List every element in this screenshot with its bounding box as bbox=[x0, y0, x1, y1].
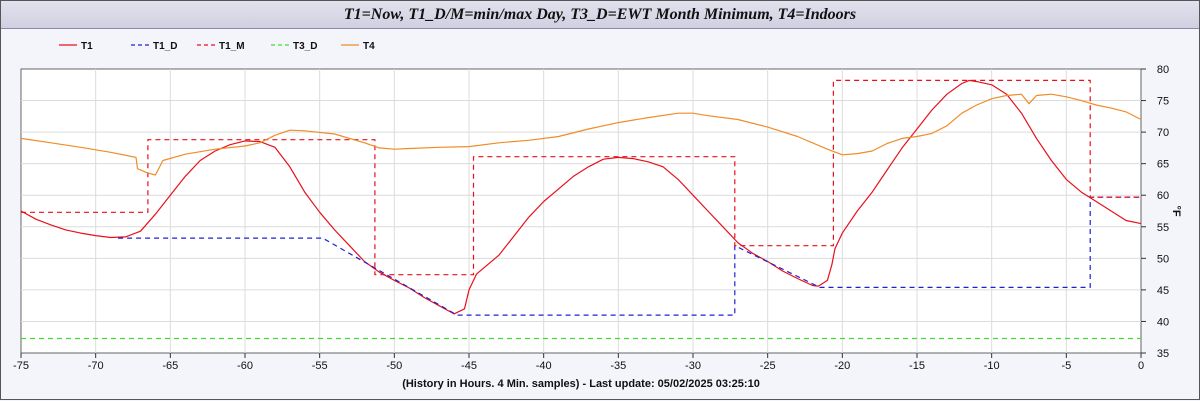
x-tick-label: -10 bbox=[984, 360, 1000, 372]
legend: T1 T1_D T1_M T3_D T4 bbox=[59, 41, 375, 52]
x-tick-label: -50 bbox=[386, 360, 402, 372]
x-tick-label: -20 bbox=[834, 360, 850, 372]
x-tick-label: -75 bbox=[13, 360, 29, 372]
y-tick-label: 80 bbox=[1157, 64, 1169, 76]
x-tick-label: -40 bbox=[536, 360, 552, 372]
y-tick-label: 40 bbox=[1157, 316, 1169, 328]
x-tick-label: -60 bbox=[237, 360, 253, 372]
plot-area bbox=[20, 68, 1142, 354]
series-line-t4 bbox=[20, 93, 1142, 176]
legend-label: T4 bbox=[363, 41, 375, 52]
legend-label: T3_D bbox=[293, 41, 317, 52]
x-tick-label: -25 bbox=[760, 360, 776, 372]
x-tick-label: -15 bbox=[909, 360, 925, 372]
legend-label: T1 bbox=[81, 41, 93, 52]
y-axis-ticks: 35 40 45 50 55 60 65 70 75 80 bbox=[1141, 64, 1169, 360]
x-axis-ticks: -75 -70 -65 -60 -55 -50 -45 -40 -35 -30 -25 -20 -15-… bbox=[13, 353, 1144, 372]
y-tick-label: 60 bbox=[1157, 190, 1169, 202]
x-tick-label: -35 bbox=[610, 360, 626, 372]
x-tick-label: -30 bbox=[685, 360, 701, 372]
grid-lines bbox=[21, 69, 1141, 353]
x-tick-label: -65 bbox=[162, 360, 178, 372]
y-tick-label: 50 bbox=[1157, 253, 1169, 265]
y-tick-label: 35 bbox=[1157, 348, 1169, 360]
y-tick-label: 55 bbox=[1157, 222, 1169, 234]
legend-label: T1_D bbox=[153, 41, 177, 52]
y-tick-label: 45 bbox=[1157, 285, 1169, 297]
y-tick-label: 65 bbox=[1157, 159, 1169, 171]
x-tick-label: -45 bbox=[461, 360, 477, 372]
y-tick-label: 70 bbox=[1157, 127, 1169, 139]
x-tick-label: -70 bbox=[88, 360, 104, 372]
legend-label: T1_M bbox=[219, 41, 245, 52]
x-tick-label: -5 bbox=[1061, 360, 1071, 372]
chart-title: T1=Now, T1_D/M=min/max Day, T3_D=EWT Mon… bbox=[1, 1, 1199, 29]
y-tick-label: 75 bbox=[1157, 96, 1169, 108]
y-axis-label: °F bbox=[1170, 205, 1182, 216]
chart-footer: (History in Hours. 4 Min. samples) - Las… bbox=[402, 378, 760, 390]
x-tick-label: -55 bbox=[312, 360, 328, 372]
x-tick-label: 0 bbox=[1138, 360, 1144, 372]
series-line-t1-m bbox=[21, 79, 1141, 276]
